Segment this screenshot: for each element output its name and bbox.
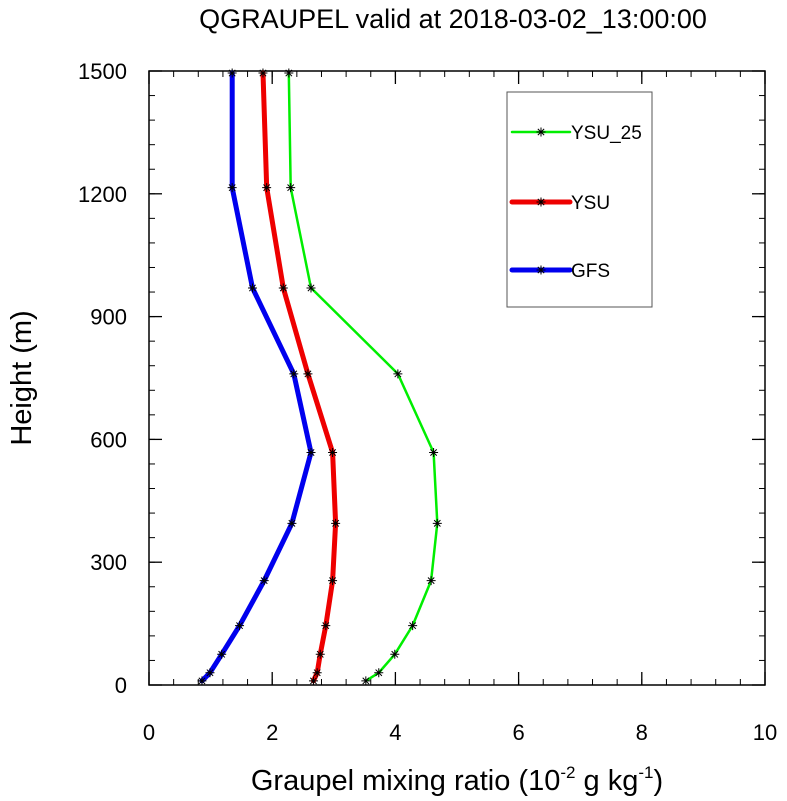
x-axis-label-mid: g kg [575,765,638,797]
data-point-ysu [321,621,331,631]
x-tick-label: 10 [753,720,777,745]
y-tick-labels: 0 300 600 900 1200 1500 [78,59,127,698]
data-point-ysu [312,668,322,678]
y-tick-label: 1200 [78,182,127,207]
y-tick-label: 300 [90,550,127,575]
legend-label-ysu-25: YSU_25 [571,123,642,144]
data-point-ysu [303,369,313,379]
y-axis-label: Height (m) [6,310,38,445]
data-point-gfs [289,369,299,379]
y-tick-label: 900 [90,305,127,330]
data-point-ysu-25 [361,676,371,686]
data-point-gfs [287,518,297,528]
legend: YSU_25 YSU GFS [506,91,653,308]
data-point-gfs [205,668,215,678]
major-ticks [148,70,766,686]
y-tick-label: 600 [90,427,127,452]
data-point-ysu [308,676,318,686]
data-point-ysu [328,576,338,586]
data-point-ysu-25 [374,668,384,678]
data-point-ysu [262,183,272,193]
legend-marker-gfs [536,265,546,275]
data-point-ysu-25 [432,518,442,528]
legend-marker-ysu-25 [536,127,546,137]
y-tick-label: 0 [115,673,127,698]
data-point-gfs [227,183,237,193]
data-point-ysu [278,283,288,293]
data-point-ysu-25 [284,68,294,78]
series-line-gfs [199,70,314,684]
x-axis-label-main: Graupel mixing ratio (10 [251,765,560,797]
legend-label-gfs: GFS [571,261,610,282]
data-point-gfs [259,576,269,586]
data-point-ysu [258,68,268,78]
x-axis-label-exp1: -2 [560,763,575,782]
x-tick-label: 8 [636,720,648,745]
data-point-ysu-25 [429,447,439,457]
data-point-ysu-25 [306,283,316,293]
data-point-ysu-25 [426,576,436,586]
series-line-ysu [260,70,339,684]
series-ysu [258,68,341,686]
data-point-ysu [328,447,338,457]
legend-marker-ysu [536,197,546,207]
y-tick-label: 1500 [78,59,127,84]
plot-frame [148,70,766,686]
data-point-gfs [247,283,257,293]
x-tick-label: 6 [512,720,524,745]
series-layer [197,68,442,686]
data-point-gfs [217,649,227,659]
data-point-ysu-25 [390,649,400,659]
data-point-gfs [306,447,316,457]
data-point-ysu-25 [408,621,418,631]
data-point-gfs [197,676,207,686]
data-point-ysu [331,518,341,528]
minor-ticks [148,70,766,686]
series-ysu-25 [284,68,442,686]
data-point-ysu-25 [393,369,403,379]
x-axis-label-exp2: -1 [638,763,653,782]
x-axis-label-end: ) [653,765,663,797]
chart-title: QGRAUPEL valid at 2018-03-02_13:00:00 [199,4,707,34]
data-point-gfs [227,68,237,78]
x-axis-label: Graupel mixing ratio (10-2 g kg-1) [251,763,663,797]
x-tick-label: 2 [266,720,278,745]
x-tick-labels: 0 2 4 6 8 10 [143,720,777,745]
legend-label-ysu: YSU [571,193,610,214]
x-tick-label: 4 [389,720,401,745]
data-point-ysu-25 [286,183,296,193]
x-tick-label: 0 [143,720,155,745]
data-point-gfs [235,621,245,631]
data-point-ysu [315,649,325,659]
series-gfs [197,68,316,686]
